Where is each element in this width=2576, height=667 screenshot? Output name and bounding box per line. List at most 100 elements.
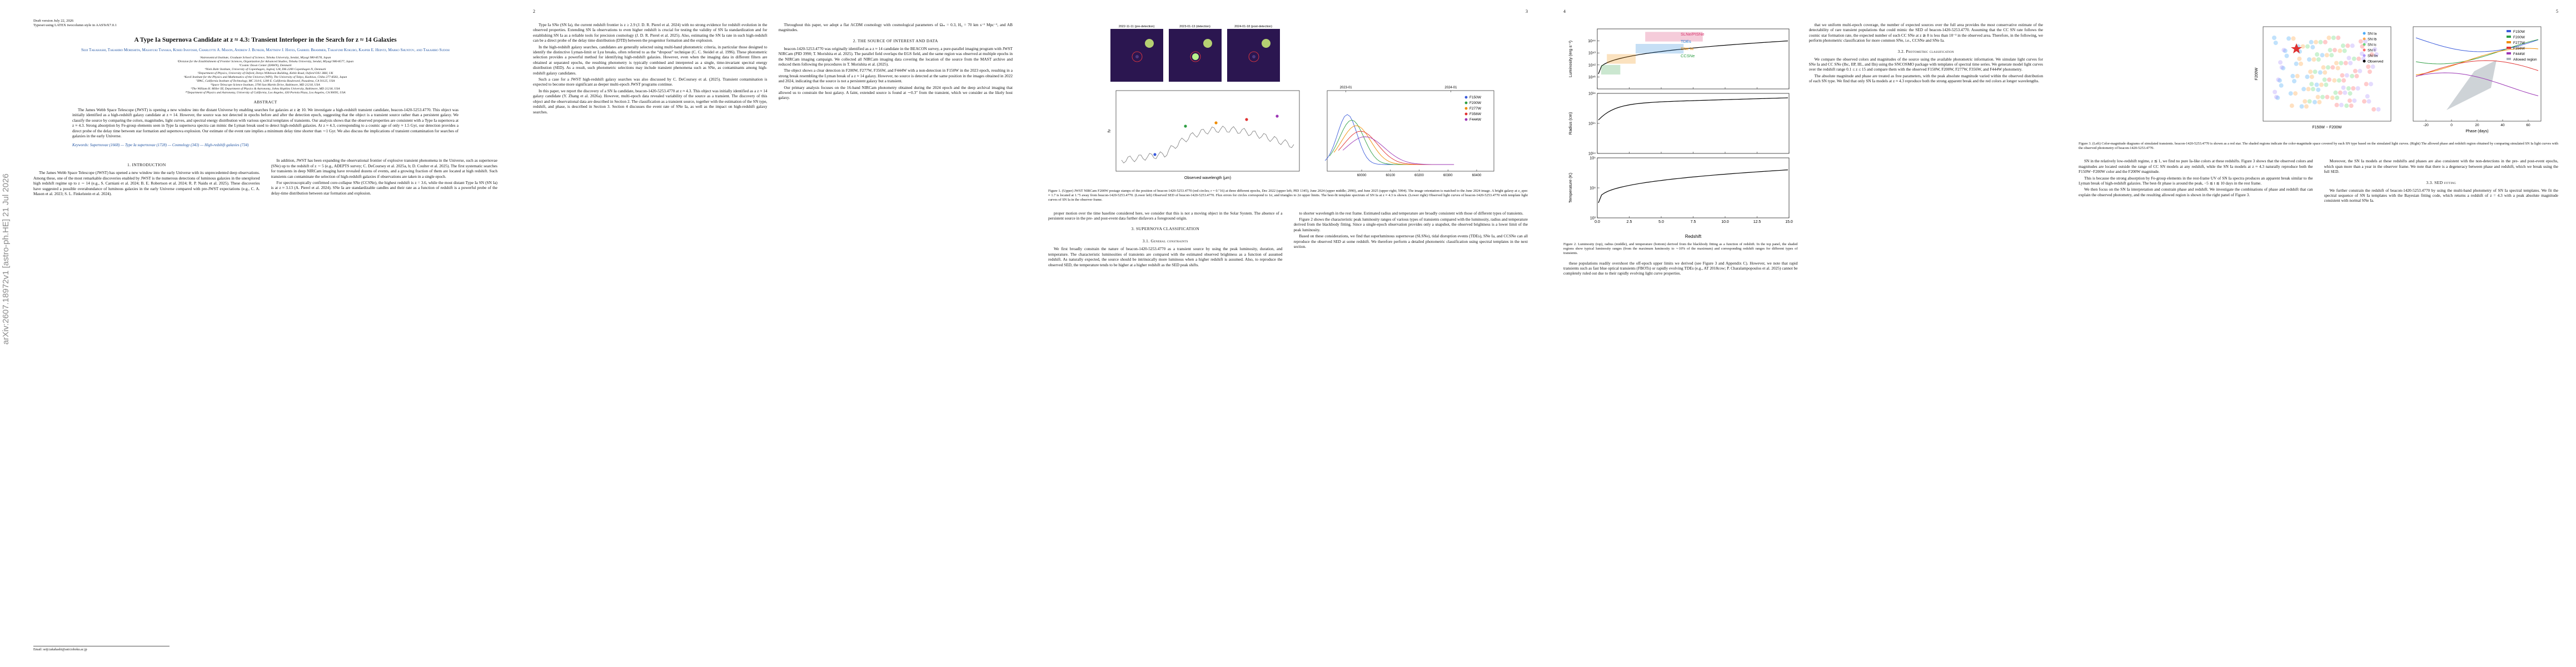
- affil: ⁸Space Telescope Science Institute, 3700…: [211, 83, 320, 87]
- cmd-blob: [2323, 82, 2328, 87]
- x-tick-label: 10.0: [1721, 220, 1729, 224]
- legend-swatch: [2506, 52, 2511, 54]
- left-column: 10⁴¹ 10⁴² 10⁴³ 10⁴⁴ Luminosity (erg s⁻¹) SLNe…: [1563, 22, 1798, 651]
- lc-tick-label: 60300: [1443, 174, 1452, 177]
- model-curve: [1598, 170, 1788, 203]
- cmd-blob: [2370, 64, 2375, 69]
- cmd-blob: [2311, 57, 2316, 62]
- cmd-blob: [2307, 99, 2312, 104]
- cmd-blob: [2367, 69, 2372, 74]
- y-tick-label: 10⁴: [1590, 187, 1596, 191]
- allowed-region: [2446, 60, 2497, 110]
- legend-label: TDEs: [1681, 39, 1691, 44]
- y-axis-label: Luminosity (erg s⁻¹): [1568, 40, 1573, 77]
- page: 2 Type Ia SNe (SN Ia), the current redshi…: [515, 0, 1030, 667]
- draft: Draft version July 22, 2026: [33, 19, 74, 23]
- x-tick-label: 0: [2450, 123, 2453, 127]
- authors: Seiji Takahashi, Takahiro Morishita, Mas…: [81, 48, 450, 52]
- page-number: 4: [1563, 9, 1566, 14]
- stamp-title: 2023-01-13 (detection): [1179, 25, 1210, 28]
- cmd-blob: [2364, 82, 2369, 87]
- sed-point: [1244, 118, 1248, 121]
- cmd-blob: [2291, 79, 2296, 83]
- cmd-blob: [2355, 86, 2360, 91]
- legend-label: SN Ia: [2368, 32, 2377, 36]
- legend-swatch: [1464, 112, 1467, 116]
- keywords: Keywords: Supernovae (1668) — Type Ia su…: [72, 143, 249, 148]
- cmd-blob: [2368, 82, 2373, 87]
- lc-tick-label: 60100: [1386, 174, 1395, 177]
- cmd-blob: [2309, 82, 2314, 87]
- affil: ¹Astronomical Institute, Graduate School…: [200, 56, 331, 59]
- model-curve: [1598, 97, 1788, 121]
- legend-label: SN IIn: [2368, 54, 2378, 58]
- cmd-blob: [2289, 103, 2294, 108]
- cmd-blob: [2339, 102, 2344, 107]
- legend-label: SN II: [2368, 49, 2376, 53]
- columns: 1. INTRODUCTION The James Webb Space Tele…: [33, 158, 497, 651]
- legend-label: F444W: [2513, 52, 2525, 56]
- figure-1: 2022-11-11 (pre-detection) 2023-01-13 (de…: [1108, 25, 1494, 180]
- text: This is because the strong absorption by…: [2079, 175, 2313, 186]
- caption: Figure 3. (Left) Color-magnitude diagram…: [2079, 142, 2558, 151]
- cmd-blob: [2338, 90, 2343, 95]
- cmd-blob: [2318, 70, 2323, 75]
- heading: 3.1. General constraints: [1142, 238, 1188, 244]
- phase-xlabel: Phase (days): [2465, 130, 2488, 133]
- cmd-blob: [2305, 44, 2310, 49]
- cmd-blob: [2324, 53, 2329, 58]
- stamp-title: 2022-11-11 (pre-detection): [1118, 25, 1154, 28]
- cmd-blob: [2346, 86, 2351, 91]
- cmd-blob: [2314, 82, 2319, 87]
- text: The absolute magnitude and phase are tre…: [1808, 73, 2044, 84]
- columns: Type Ia SNe (SN Ia), the current redshif…: [533, 22, 1013, 651]
- cmd-blob: [2295, 73, 2300, 78]
- cmd-blob: [2345, 43, 2350, 48]
- legend-label: F277W: [2513, 41, 2525, 45]
- lc-template: [1324, 114, 1436, 165]
- footnote: Email: seiji.takahashi@astr.tohoku.ac.jp: [33, 646, 170, 651]
- lc-tick-label: 60400: [1472, 174, 1481, 177]
- legend-swatch: [2506, 41, 2511, 43]
- cmd-blob: [2325, 65, 2330, 70]
- legend-label: Observed: [2368, 60, 2384, 64]
- cmd-blob: [2279, 65, 2284, 70]
- cmd-blob: [2334, 102, 2339, 107]
- cmd-blob: [2321, 65, 2325, 70]
- cmd-blob: [2322, 77, 2327, 82]
- cmd-blob: [2349, 103, 2354, 108]
- heading: 1. INTRODUCTION: [127, 162, 166, 168]
- cmd-blob: [2271, 36, 2276, 40]
- cmd-blob: [2337, 48, 2342, 53]
- cmd-blob: [2318, 39, 2323, 44]
- cmd-blob: [2341, 85, 2345, 90]
- page: 3 2022-11-11 (pre-detection) 2023-01-13 (d…: [1030, 0, 1546, 667]
- cmd-blob: [2326, 77, 2331, 82]
- cmd-blob: [2293, 91, 2298, 96]
- heading: 3.3. SED fitting: [2426, 180, 2457, 185]
- cmd-blob: [2273, 41, 2278, 46]
- sed-template: [1121, 126, 1294, 163]
- columns: 10⁴¹ 10⁴² 10⁴³ 10⁴⁴ Luminosity (erg s⁻¹) SLNe…: [1563, 22, 2043, 651]
- legend-swatch: [2506, 36, 2511, 38]
- luminosity-band: [1645, 32, 1703, 42]
- legend-label: F356W: [2513, 47, 2525, 51]
- cmd-blob: [2279, 83, 2284, 88]
- cmd-blob: [2320, 94, 2325, 99]
- affil: ⁷IPAC, California Institute of Technolog…: [196, 79, 335, 83]
- cmd-blob: [2313, 69, 2317, 74]
- cmd-blob: [2359, 51, 2364, 56]
- cmd-blob: [2284, 53, 2289, 58]
- cmd-blob: [2288, 91, 2293, 96]
- abstract: The James Webb Space Telescope (JWST) is…: [72, 107, 459, 139]
- x-tick-label: -20: [2423, 123, 2429, 127]
- text: SN in the relatively low-redshift regime…: [2079, 158, 2313, 175]
- cmd-blob: [2313, 39, 2318, 44]
- cmd-blob: [2330, 95, 2335, 100]
- cmd-blob: [2322, 70, 2327, 75]
- cmd-blob: [2333, 90, 2338, 95]
- stamp-source: [1135, 55, 1139, 58]
- luminosity-band: [1635, 44, 1683, 54]
- cmd-frame: [2263, 26, 2391, 122]
